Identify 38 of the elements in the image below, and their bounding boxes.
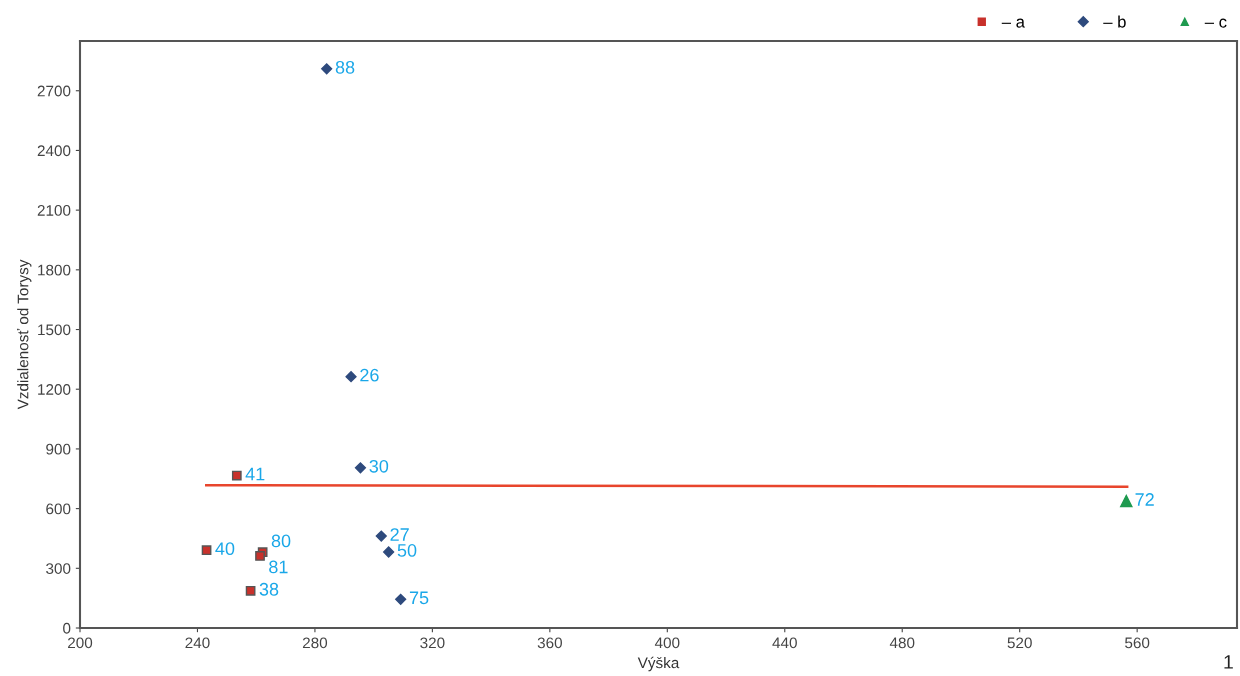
annotation: 88 bbox=[335, 60, 355, 74]
annotation: 38 bbox=[259, 582, 279, 596]
annotation: 30 bbox=[369, 459, 389, 473]
y-tick-label: 2700 bbox=[37, 85, 71, 97]
x-tick-label: 520 bbox=[1007, 637, 1032, 649]
x-tick-label: 480 bbox=[889, 637, 915, 649]
x-axis-title: Výška bbox=[637, 656, 680, 672]
annotation: 75 bbox=[409, 591, 429, 605]
x-tick-label: 560 bbox=[1125, 637, 1150, 649]
y-tick-label: 600 bbox=[46, 503, 71, 515]
y-tick-label: 1200 bbox=[38, 384, 71, 395]
x-tick-label: 200 bbox=[68, 637, 93, 649]
y-tick-label: 2400 bbox=[37, 145, 71, 157]
x-tick-label: 440 bbox=[772, 637, 797, 649]
y-tick-label: 0 bbox=[63, 622, 71, 634]
y-tick-label: 2100 bbox=[37, 205, 71, 216]
annotation: 26 bbox=[360, 368, 379, 382]
y-tick-label: 1800 bbox=[38, 264, 71, 276]
annotation: 41 bbox=[245, 467, 265, 481]
x-tick-label: 280 bbox=[302, 637, 328, 649]
x-tick-label: 400 bbox=[654, 637, 680, 649]
y-tick-label: 900 bbox=[46, 443, 71, 455]
x-tick-label: 360 bbox=[537, 637, 562, 649]
annotation: 72 bbox=[1135, 493, 1154, 506]
y-tick-label: 1500 bbox=[38, 324, 71, 336]
legend-label: – b bbox=[1103, 15, 1126, 28]
x-tick-label: 240 bbox=[185, 637, 210, 649]
annotation: 40 bbox=[215, 542, 235, 556]
legend-label: – c bbox=[1204, 18, 1227, 28]
x-tick-label: 320 bbox=[420, 637, 445, 649]
legend-label: – a bbox=[1001, 18, 1025, 28]
annotation: 81 bbox=[269, 560, 288, 574]
text: 1 bbox=[1224, 655, 1233, 669]
y-tick-label: 300 bbox=[46, 563, 71, 574]
annotation: 27 bbox=[390, 528, 409, 541]
annotation: 80 bbox=[271, 534, 291, 548]
annotation: 50 bbox=[397, 544, 417, 557]
y-axis-title: Vzdialenosť od Torysy bbox=[17, 259, 32, 410]
